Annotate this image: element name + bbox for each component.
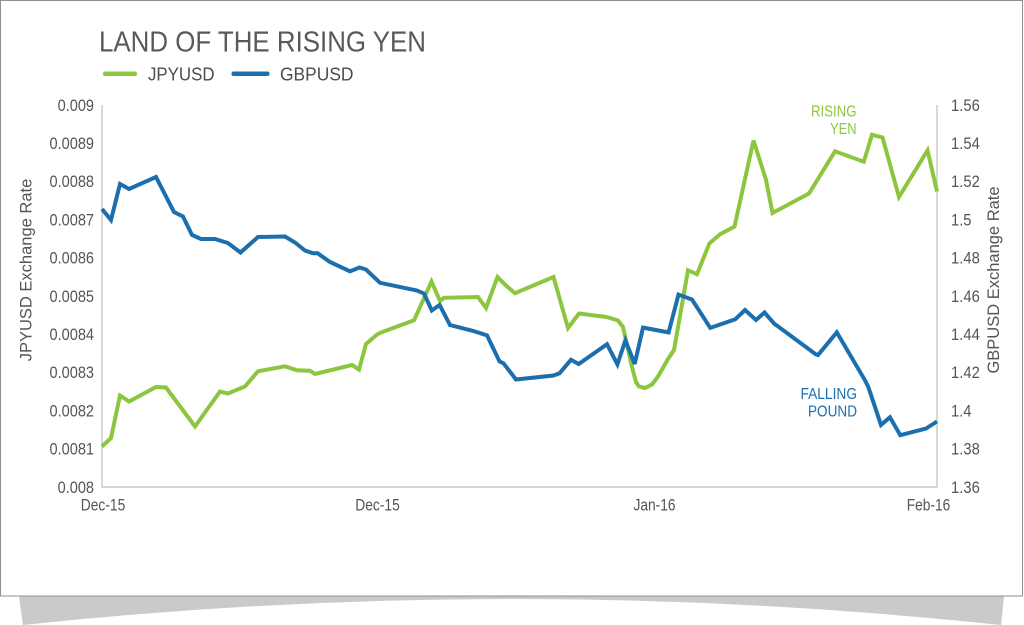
svg-text:FALLING: FALLING xyxy=(801,386,858,403)
svg-text:1.56: 1.56 xyxy=(951,96,980,115)
svg-text:1.54: 1.54 xyxy=(951,134,980,153)
svg-text:0.0089: 0.0089 xyxy=(50,134,95,153)
svg-text:1.5: 1.5 xyxy=(951,210,972,229)
svg-text:Dec-15: Dec-15 xyxy=(355,496,400,515)
svg-text:POUND: POUND xyxy=(808,404,857,421)
svg-text:YEN: YEN xyxy=(830,121,857,138)
svg-text:LAND OF THE RISING YEN: LAND OF THE RISING YEN xyxy=(99,27,426,59)
svg-text:1.38: 1.38 xyxy=(951,440,980,459)
svg-text:0.0085: 0.0085 xyxy=(50,287,95,306)
svg-text:1.36: 1.36 xyxy=(951,478,980,497)
svg-text:Jan-16: Jan-16 xyxy=(634,496,676,515)
svg-text:0.0082: 0.0082 xyxy=(50,401,95,420)
svg-text:1.42: 1.42 xyxy=(951,363,980,382)
svg-text:GBPUSD: GBPUSD xyxy=(280,65,354,85)
svg-text:Dec-15: Dec-15 xyxy=(81,496,126,515)
svg-text:1.44: 1.44 xyxy=(951,325,980,344)
svg-text:1.52: 1.52 xyxy=(951,172,980,191)
svg-text:0.0084: 0.0084 xyxy=(50,325,95,344)
svg-text:0.0087: 0.0087 xyxy=(50,210,95,229)
svg-text:GBPUSD Exchange Rate: GBPUSD Exchange Rate xyxy=(985,186,1003,373)
svg-text:RISING: RISING xyxy=(811,104,857,121)
svg-text:JPYUSD: JPYUSD xyxy=(148,65,215,85)
svg-text:0.009: 0.009 xyxy=(58,96,94,115)
svg-text:1.48: 1.48 xyxy=(951,249,980,268)
svg-text:0.0083: 0.0083 xyxy=(50,363,95,382)
svg-text:1.4: 1.4 xyxy=(951,401,972,420)
svg-text:0.0086: 0.0086 xyxy=(50,249,95,268)
svg-text:Feb-16: Feb-16 xyxy=(907,496,951,515)
svg-text:0.0081: 0.0081 xyxy=(50,440,95,459)
svg-text:1.46: 1.46 xyxy=(951,287,980,306)
svg-text:0.0088: 0.0088 xyxy=(50,172,95,191)
svg-text:JPYUSD Exchange Rate: JPYUSD Exchange Rate xyxy=(18,179,36,362)
svg-text:0.008: 0.008 xyxy=(58,478,94,497)
